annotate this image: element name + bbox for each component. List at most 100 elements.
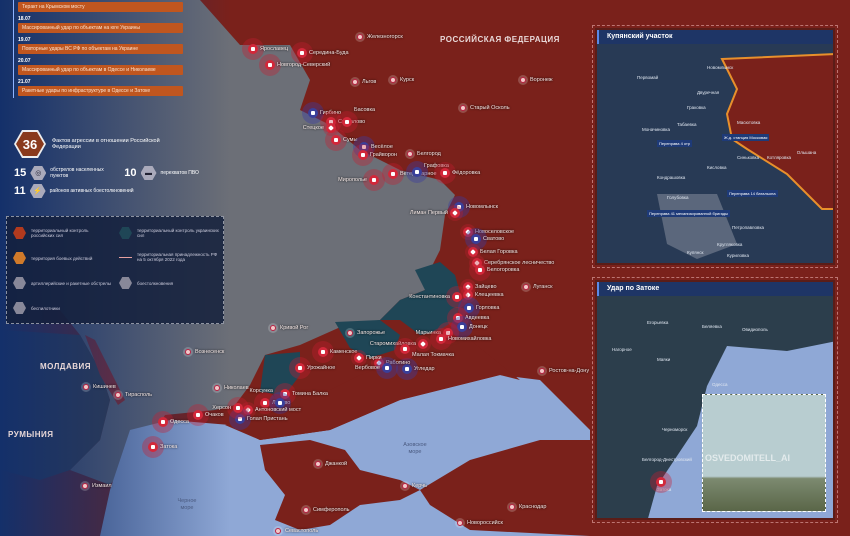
place-label: Томина Балка bbox=[292, 391, 328, 397]
city-marker[interactable] bbox=[402, 483, 408, 489]
place-label: Горловка bbox=[476, 305, 500, 311]
air-defense-marker[interactable] bbox=[464, 303, 474, 313]
air-defense-marker[interactable] bbox=[454, 202, 464, 212]
strike-marker[interactable] bbox=[233, 403, 243, 413]
strike-marker[interactable] bbox=[443, 328, 453, 338]
crossing-tag: Переправа 41 механизированной бригады bbox=[647, 210, 731, 217]
clash-marker[interactable] bbox=[463, 282, 473, 292]
air-defense-marker[interactable] bbox=[275, 398, 285, 408]
place-label: Кривой Рог bbox=[280, 325, 309, 331]
russian-control-icon bbox=[13, 227, 26, 239]
air-defense-marker[interactable] bbox=[457, 322, 467, 332]
air-defense-marker[interactable] bbox=[402, 364, 412, 374]
air-defense-marker[interactable] bbox=[382, 363, 392, 373]
clash-marker[interactable] bbox=[374, 358, 384, 368]
city-marker[interactable] bbox=[347, 330, 353, 336]
city-marker[interactable] bbox=[83, 384, 89, 390]
legend-label: боестолкновения bbox=[137, 280, 174, 286]
strike-marker[interactable] bbox=[260, 398, 270, 408]
zatoka-inset[interactable]: Удар по Затоке OSVEDOMITELL_AI Егорьевка… bbox=[592, 277, 838, 523]
place-label: Очаков bbox=[205, 412, 224, 418]
strike-marker[interactable] bbox=[148, 442, 158, 452]
place-label: Серебрянское лесничество bbox=[484, 260, 555, 266]
clash-marker[interactable] bbox=[243, 405, 253, 415]
city-marker[interactable] bbox=[270, 325, 276, 331]
strike-photo[interactable]: OSVEDOMITELL_AI bbox=[702, 394, 826, 512]
strike-marker[interactable] bbox=[326, 117, 336, 127]
city-marker[interactable] bbox=[390, 77, 396, 83]
air-defense-marker[interactable] bbox=[235, 414, 245, 424]
legend-ukrainian-control: территориальный контроль украинских сил bbox=[119, 227, 219, 239]
clash-marker[interactable] bbox=[418, 339, 428, 349]
clash-marker[interactable] bbox=[463, 290, 473, 300]
city-marker[interactable] bbox=[115, 392, 121, 398]
zatoka-title: Удар по Затоке bbox=[597, 282, 833, 296]
city-marker[interactable] bbox=[357, 34, 363, 40]
strike-target-label: Затока bbox=[657, 487, 672, 492]
air-defense-marker[interactable] bbox=[412, 167, 422, 177]
strike-marker[interactable] bbox=[331, 135, 341, 145]
timeline-event[interactable]: Массированный удар по объектам в Одессе … bbox=[18, 65, 183, 75]
city-marker[interactable] bbox=[185, 349, 191, 355]
city-marker[interactable] bbox=[523, 284, 529, 290]
place-label: Середина-Буда bbox=[309, 50, 349, 56]
strike-marker[interactable] bbox=[440, 168, 450, 178]
city-marker[interactable] bbox=[520, 77, 526, 83]
air-defense-marker[interactable] bbox=[471, 234, 481, 244]
strike-marker[interactable] bbox=[453, 313, 463, 323]
strike-marker[interactable] bbox=[265, 60, 275, 70]
strike-marker[interactable] bbox=[452, 292, 462, 302]
zatoka-strike-marker[interactable] bbox=[656, 477, 666, 487]
place-label: Черноморск bbox=[662, 427, 688, 432]
strike-marker[interactable] bbox=[475, 265, 485, 275]
region-moldova: МОЛДАВИЯ bbox=[40, 362, 92, 371]
kupyansk-inset[interactable]: Купянский участок Новомлынск Первомай Двур… bbox=[592, 25, 838, 268]
strike-marker[interactable] bbox=[342, 117, 352, 127]
clash-marker[interactable] bbox=[463, 227, 473, 237]
crossing-tag: Переправа 4 отр bbox=[657, 140, 693, 147]
strike-marker[interactable] bbox=[369, 175, 379, 185]
clash-marker[interactable] bbox=[354, 353, 364, 363]
timeline-event[interactable]: Теракт на Крымском мосту bbox=[18, 2, 183, 12]
clash-marker[interactable] bbox=[472, 258, 482, 268]
place-label: Егорьевка bbox=[647, 320, 669, 325]
city-marker[interactable] bbox=[352, 79, 358, 85]
city-marker[interactable] bbox=[460, 105, 466, 111]
strike-marker[interactable] bbox=[248, 44, 258, 54]
place-label: Джанкой bbox=[325, 461, 348, 467]
place-label: Урожайное bbox=[307, 365, 336, 371]
city-marker[interactable] bbox=[275, 528, 281, 534]
timeline-event[interactable]: Массированный удар по объектам на юге Ук… bbox=[18, 23, 183, 33]
clash-marker[interactable] bbox=[468, 247, 478, 257]
strike-marker[interactable] bbox=[193, 410, 203, 420]
total-hex: 36 bbox=[14, 130, 46, 158]
strike-marker[interactable] bbox=[297, 48, 307, 58]
clash-marker[interactable] bbox=[450, 208, 460, 218]
city-marker[interactable] bbox=[407, 151, 413, 157]
city-marker[interactable] bbox=[457, 520, 463, 526]
city-marker[interactable] bbox=[82, 483, 88, 489]
city-marker[interactable] bbox=[214, 385, 220, 391]
city-marker[interactable] bbox=[303, 507, 309, 513]
strike-marker[interactable] bbox=[436, 334, 446, 344]
strike-marker[interactable] bbox=[318, 347, 328, 357]
city-marker[interactable] bbox=[539, 368, 545, 374]
city-marker[interactable] bbox=[315, 461, 321, 467]
place-label: Одесса bbox=[170, 419, 189, 425]
strike-marker[interactable] bbox=[358, 150, 368, 160]
clash-marker[interactable] bbox=[326, 123, 336, 133]
place-label: Табаевка bbox=[677, 122, 697, 127]
air-defense-marker[interactable] bbox=[308, 108, 318, 118]
timeline-event[interactable]: Повторные удары ВС РФ по объектам на Укр… bbox=[18, 44, 183, 54]
strike-marker[interactable] bbox=[280, 389, 290, 399]
strike-marker[interactable] bbox=[295, 363, 305, 373]
place-label: Зайцево bbox=[475, 284, 497, 290]
place-label: Белгород-Днестровский bbox=[642, 457, 692, 462]
city-marker[interactable] bbox=[509, 504, 515, 510]
combat-zone-icon bbox=[13, 252, 26, 264]
air-defense-marker[interactable] bbox=[359, 142, 369, 152]
timeline-event[interactable]: Ракетные удары по инфраструктуре в Одесс… bbox=[18, 86, 183, 96]
strike-marker[interactable] bbox=[388, 169, 398, 179]
strike-marker[interactable] bbox=[400, 344, 410, 354]
strike-marker[interactable] bbox=[158, 417, 168, 427]
